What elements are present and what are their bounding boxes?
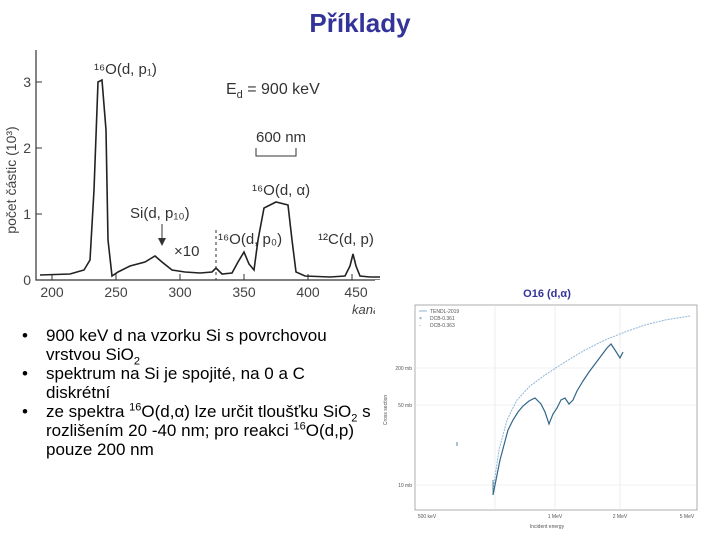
xs-y-label: Cross section bbox=[383, 395, 389, 426]
xs-x-tick: 5 MeV bbox=[680, 514, 695, 520]
bullet-text: O(d,p) pouze 200 nm bbox=[46, 421, 354, 459]
x-tick: 300 bbox=[168, 284, 192, 300]
label-c-dp: ¹²C(d, p) bbox=[318, 231, 374, 248]
label-o-dp0: ¹⁶O(d, p₀) bbox=[218, 231, 282, 248]
xs-x-tick: 2 MeV bbox=[613, 514, 628, 520]
x-tick: 250 bbox=[104, 284, 128, 300]
legend-item: TENDL-2019 bbox=[430, 309, 459, 315]
bullet-text: ) lze určit tloušťku SiO bbox=[184, 402, 352, 421]
label-si-dp10: Si(d, p₁₀) bbox=[130, 205, 190, 222]
y-tick: 3 bbox=[23, 74, 31, 90]
xs-x-label: Incident energy bbox=[530, 524, 565, 530]
bullet-list: 900 keV d na vzorku Si s povrchovou vrst… bbox=[22, 326, 372, 459]
xs-y-tick: 10 mb bbox=[398, 483, 412, 489]
y-tick: 2 bbox=[23, 140, 31, 156]
y-tick: 0 bbox=[23, 272, 31, 288]
bullet-item: 900 keV d na vzorku Si s povrchovou vrst… bbox=[22, 326, 372, 368]
superscript: 16 bbox=[129, 401, 142, 414]
xs-y-tick: 200 mb bbox=[395, 366, 412, 372]
xs-x-tick: 1 MeV bbox=[548, 514, 563, 520]
spectrum-y-label: počet částic (10³) bbox=[3, 126, 19, 233]
legend-item: DCB-0.361 bbox=[430, 316, 455, 322]
x-tick: 350 bbox=[232, 284, 256, 300]
energy-symbol: E bbox=[226, 81, 237, 98]
label-o-dp1: ¹⁶O(d, p₁) bbox=[94, 61, 157, 78]
cross-section-figure: O16 (d,α) TENDL-2019 × DCB-0.361 ◦ DCB-0… bbox=[375, 280, 705, 535]
bullet-text: O(d, bbox=[141, 402, 175, 421]
x-tick: 200 bbox=[40, 284, 64, 300]
spectrum-figure: počet částic (10³) 0 1 2 3 200 250 300 3… bbox=[0, 40, 400, 325]
xs-x-tick: 500 keV bbox=[418, 514, 437, 520]
superscript: 16 bbox=[293, 420, 306, 433]
depth-scale: 600 nm bbox=[256, 129, 306, 146]
svg-text:Ed = 900 keV: Ed = 900 keV bbox=[226, 81, 320, 101]
bullet-item: ze spektra 16O(d,α) lze určit tloušťku S… bbox=[22, 402, 372, 459]
bullet-text: s rozlišením 20 -40 nm; pro reakci bbox=[46, 402, 371, 440]
subscript: 2 bbox=[133, 355, 140, 368]
y-tick: 1 bbox=[23, 206, 31, 222]
bullet-text: ze spektra bbox=[46, 402, 130, 421]
x-tick: 450 bbox=[344, 284, 368, 300]
slide-title: Příklady bbox=[309, 8, 411, 38]
legend-item: DCB-0.363 bbox=[430, 323, 455, 329]
bullet-text: spektrum na Si je spojité, na 0 a C disk… bbox=[46, 364, 305, 402]
svg-text:◦: ◦ bbox=[419, 323, 421, 329]
energy-subscript: d bbox=[237, 89, 243, 101]
label-o-dalpha: ¹⁶O(d, α) bbox=[252, 182, 310, 199]
subscript: 2 bbox=[351, 412, 358, 425]
label-times10: ×10 bbox=[174, 243, 199, 260]
xs-y-tick: 50 mb bbox=[398, 403, 412, 409]
alpha-symbol: α bbox=[174, 402, 185, 421]
energy-value: = 900 keV bbox=[243, 81, 320, 98]
bullet-item: spektrum na Si je spojité, na 0 a C disk… bbox=[22, 364, 372, 402]
svg-text:×: × bbox=[419, 316, 422, 322]
x-tick: 400 bbox=[296, 284, 320, 300]
bullet-text: 900 keV d na vzorku Si s povrchovou vrst… bbox=[46, 326, 327, 364]
xs-title: O16 (d,α) bbox=[523, 288, 571, 300]
